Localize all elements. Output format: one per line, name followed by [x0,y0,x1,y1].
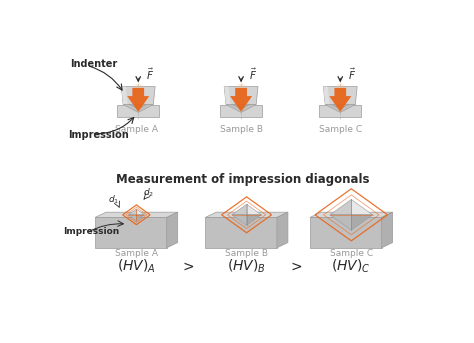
Text: $\vec{F}$: $\vec{F}$ [249,67,257,82]
Polygon shape [329,88,351,112]
Polygon shape [325,105,356,113]
Polygon shape [233,105,249,109]
Text: $(HV)_C$: $(HV)_C$ [331,258,371,275]
Text: >: > [182,260,194,274]
Polygon shape [121,86,155,105]
Polygon shape [330,215,351,230]
Polygon shape [351,215,373,230]
Polygon shape [137,215,145,221]
Text: $d_2$: $d_2$ [143,187,154,199]
Text: Impression: Impression [63,227,119,236]
Polygon shape [205,217,277,248]
Polygon shape [351,200,373,215]
Polygon shape [128,215,137,221]
Polygon shape [224,86,230,105]
Polygon shape [323,86,329,105]
Polygon shape [310,217,382,248]
Text: Sample B: Sample B [219,125,263,134]
FancyBboxPatch shape [319,105,361,117]
Polygon shape [246,204,261,215]
Polygon shape [205,212,288,217]
Polygon shape [232,204,246,215]
Polygon shape [95,212,178,217]
Text: Sample C: Sample C [330,249,373,258]
Text: $(HV)_B$: $(HV)_B$ [227,258,266,275]
Polygon shape [226,105,256,113]
Polygon shape [137,209,145,215]
Polygon shape [323,86,357,105]
Text: Sample A: Sample A [115,249,158,258]
Polygon shape [130,105,146,109]
Polygon shape [310,212,392,217]
Text: $d_1$: $d_1$ [108,194,119,206]
Polygon shape [246,215,261,225]
FancyBboxPatch shape [117,105,159,117]
Polygon shape [382,212,392,248]
Polygon shape [332,105,348,109]
Text: Measurement of impression diagonals: Measurement of impression diagonals [116,173,370,186]
Text: $\vec{F}$: $\vec{F}$ [348,67,356,82]
Polygon shape [128,209,137,215]
Polygon shape [167,212,178,248]
Text: >: > [291,260,302,274]
Polygon shape [232,215,246,225]
Polygon shape [127,88,149,112]
Text: $(HV)_A$: $(HV)_A$ [117,258,156,275]
Text: Impression: Impression [68,130,129,140]
Text: Indenter: Indenter [70,59,118,69]
Polygon shape [277,212,288,248]
Text: Sample B: Sample B [225,249,268,258]
Polygon shape [121,86,128,105]
Text: $\vec{F}$: $\vec{F}$ [146,67,155,82]
Polygon shape [230,88,252,112]
Polygon shape [123,105,153,113]
Polygon shape [224,86,258,105]
Polygon shape [95,217,167,248]
FancyBboxPatch shape [220,105,262,117]
Polygon shape [330,200,351,215]
Text: Sample A: Sample A [115,125,158,134]
Text: Sample C: Sample C [319,125,362,134]
